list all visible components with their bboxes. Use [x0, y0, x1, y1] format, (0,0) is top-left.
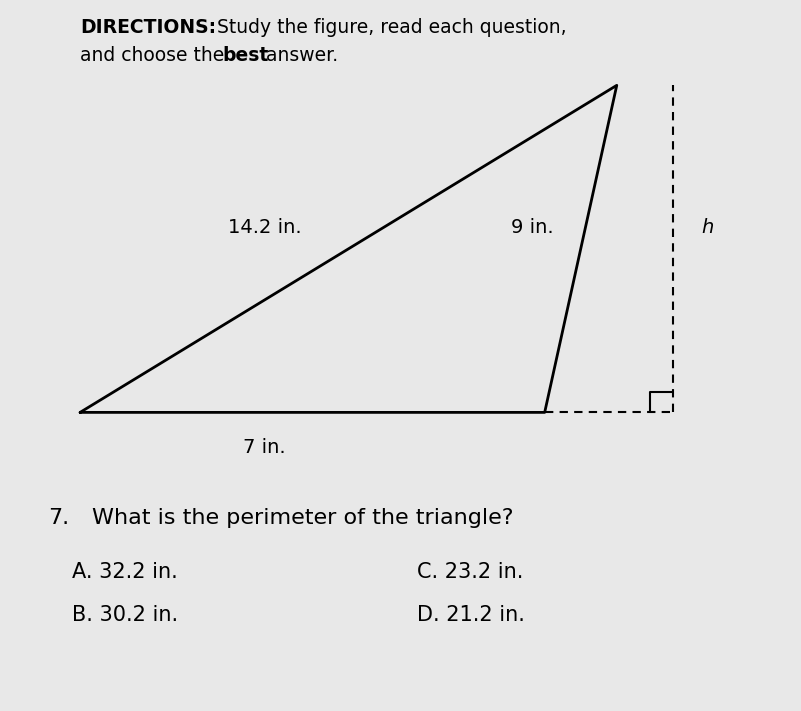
Text: and choose the: and choose the [80, 46, 231, 65]
Text: Study the figure, read each question,: Study the figure, read each question, [211, 18, 566, 37]
Text: D. 21.2 in.: D. 21.2 in. [417, 605, 525, 625]
Text: A. 32.2 in.: A. 32.2 in. [72, 562, 178, 582]
Text: best: best [223, 46, 269, 65]
Text: C. 23.2 in.: C. 23.2 in. [417, 562, 523, 582]
Text: 9 in.: 9 in. [511, 218, 554, 237]
Text: h: h [701, 218, 713, 237]
Text: 7 in.: 7 in. [243, 439, 286, 457]
Text: 7.: 7. [48, 508, 69, 528]
Text: answer.: answer. [260, 46, 338, 65]
Text: B. 30.2 in.: B. 30.2 in. [72, 605, 178, 625]
Text: DIRECTIONS:: DIRECTIONS: [80, 18, 216, 37]
Text: What is the perimeter of the triangle?: What is the perimeter of the triangle? [92, 508, 513, 528]
Text: 14.2 in.: 14.2 in. [227, 218, 301, 237]
